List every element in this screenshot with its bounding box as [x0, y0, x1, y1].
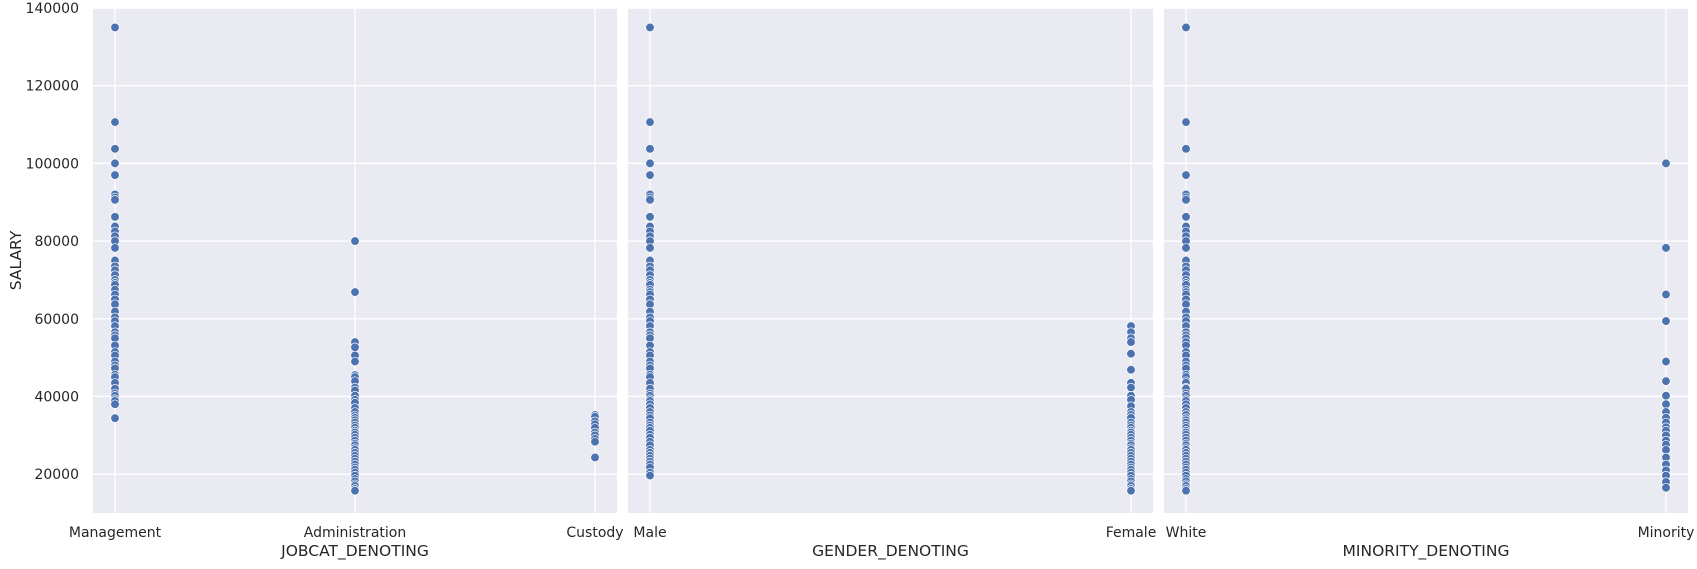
x-tick-label: White [1166, 525, 1207, 541]
x-tick-label: Male [633, 525, 666, 541]
scatter-point [1661, 483, 1671, 493]
scatter-point [1126, 382, 1136, 393]
scatter-point [110, 195, 120, 205]
scatter-point [645, 144, 655, 154]
scatter-point [1181, 117, 1191, 127]
scatter-point [110, 413, 120, 423]
scatter-point [645, 170, 655, 180]
plot-background [628, 8, 1153, 513]
x-tick-label: Management [69, 525, 162, 541]
scatter-point [1181, 144, 1191, 154]
scatter-point [110, 117, 120, 127]
scatter-point [1661, 376, 1671, 386]
y-tick-label: 20000 [34, 467, 79, 483]
scatter-point [110, 399, 120, 409]
x-tick-label: Custody [566, 525, 623, 541]
scatter-point [645, 117, 655, 127]
scatter-point [1661, 399, 1671, 409]
scatter-point [645, 470, 655, 481]
scatter-point [645, 22, 655, 33]
scatter-point [110, 22, 120, 33]
scatter-point [1181, 22, 1191, 33]
scatter-point [350, 356, 360, 367]
scatter-point [1126, 349, 1136, 359]
scatter-point [1126, 337, 1136, 347]
scatter-point [1181, 195, 1191, 205]
x-tick-label: Administration [304, 525, 406, 541]
x-axis-label: JOBCAT_DENOTING [280, 542, 429, 561]
scatter-point [350, 342, 360, 352]
plot-background [1164, 8, 1688, 513]
scatter-point [110, 144, 120, 154]
y-tick-label: 140000 [26, 1, 79, 17]
y-tick-label: 60000 [34, 312, 79, 328]
panel-3: White Minority MINORITY_DENOTING [1164, 7, 1695, 561]
y-tick-label: 40000 [34, 389, 79, 405]
scatter-point [1661, 356, 1671, 367]
x-axis-label: GENDER_DENOTING [812, 542, 969, 561]
scatter-point [1661, 243, 1671, 253]
x-axis-label: MINORITY_DENOTING [1343, 542, 1510, 561]
y-tick-label: 80000 [34, 234, 79, 250]
scatter-point [645, 158, 655, 169]
scatter-point [1126, 486, 1136, 496]
scatter-point [110, 170, 120, 180]
scatter-point [1661, 158, 1671, 169]
scatter-point [1126, 365, 1136, 375]
y-tick-label: 120000 [26, 79, 79, 95]
scatter-point [590, 437, 600, 447]
panel-1: 20000 40000 60000 80000 100000 120000 140000 SA… [7, 1, 624, 561]
scatter-point [110, 158, 120, 169]
scatter-point [350, 236, 360, 246]
scatter-point [1661, 316, 1671, 326]
scatter-point [1181, 486, 1191, 496]
scatter-point [1181, 243, 1191, 253]
scatter-point [1181, 170, 1191, 180]
scatter-point [645, 243, 655, 253]
scatter-point [350, 287, 360, 297]
x-tick-label: Minority [1638, 525, 1695, 541]
scatter-point [645, 212, 655, 222]
panel-2: Male Female GENDER_DENOTING [628, 7, 1157, 561]
scatter-point [1661, 289, 1671, 300]
scatter-point [110, 212, 120, 222]
x-tick-label: Female [1106, 525, 1157, 541]
scatter-point [1181, 212, 1191, 222]
scatter-point [1661, 391, 1671, 401]
scatter-point [110, 243, 120, 253]
y-tick-label: 100000 [26, 156, 79, 172]
scatter-point [590, 452, 600, 463]
scatter-point [645, 195, 655, 205]
y-axis-label: SALARY [7, 230, 25, 290]
scatter-point [350, 486, 360, 496]
